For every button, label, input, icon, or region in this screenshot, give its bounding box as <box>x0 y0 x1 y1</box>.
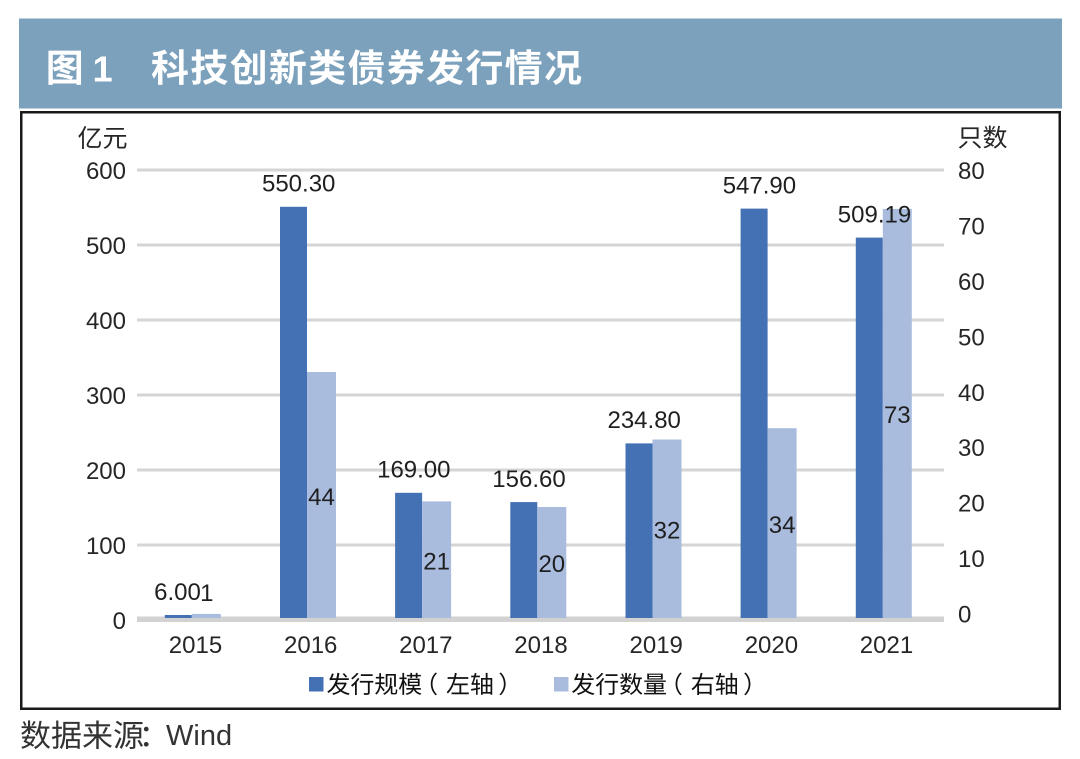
svg-text:20: 20 <box>958 491 985 518</box>
svg-text:156.60: 156.60 <box>492 466 565 493</box>
svg-text:50: 50 <box>958 324 985 351</box>
svg-text:547.90: 547.90 <box>723 172 796 199</box>
svg-text:40: 40 <box>958 380 985 407</box>
svg-text:80: 80 <box>958 158 985 185</box>
svg-text:2019: 2019 <box>630 632 683 659</box>
svg-text:70: 70 <box>958 213 985 240</box>
svg-text:2020: 2020 <box>745 632 798 659</box>
svg-text:100: 100 <box>86 533 126 560</box>
svg-text:0: 0 <box>958 602 971 629</box>
svg-text:169.00: 169.00 <box>377 457 450 484</box>
svg-text:73: 73 <box>884 402 911 429</box>
svg-text:1: 1 <box>200 580 213 607</box>
svg-text:Wind: Wind <box>166 720 232 752</box>
svg-text:1: 1 <box>93 48 113 89</box>
svg-text:200: 200 <box>86 458 126 485</box>
svg-text:2015: 2015 <box>169 632 222 659</box>
svg-text:44: 44 <box>308 484 335 511</box>
svg-text:2017: 2017 <box>399 632 452 659</box>
svg-text:60: 60 <box>958 269 985 296</box>
svg-text:600: 600 <box>86 158 126 185</box>
svg-text:2018: 2018 <box>514 632 567 659</box>
svg-text:10: 10 <box>958 546 985 573</box>
svg-text:6.00: 6.00 <box>154 579 201 606</box>
svg-text:21: 21 <box>423 548 450 575</box>
svg-text:400: 400 <box>86 308 126 335</box>
svg-text:300: 300 <box>86 383 126 410</box>
svg-text:234.80: 234.80 <box>607 407 680 434</box>
svg-text:509.19: 509.19 <box>838 201 911 228</box>
svg-text:30: 30 <box>958 435 985 462</box>
svg-text:2016: 2016 <box>284 632 337 659</box>
svg-text:2021: 2021 <box>860 632 913 659</box>
svg-text:20: 20 <box>538 551 565 578</box>
svg-text:550.30: 550.30 <box>262 171 335 198</box>
svg-text:500: 500 <box>86 233 126 260</box>
svg-text:0: 0 <box>113 608 126 635</box>
svg-text:32: 32 <box>654 518 681 545</box>
svg-text:34: 34 <box>769 512 796 539</box>
